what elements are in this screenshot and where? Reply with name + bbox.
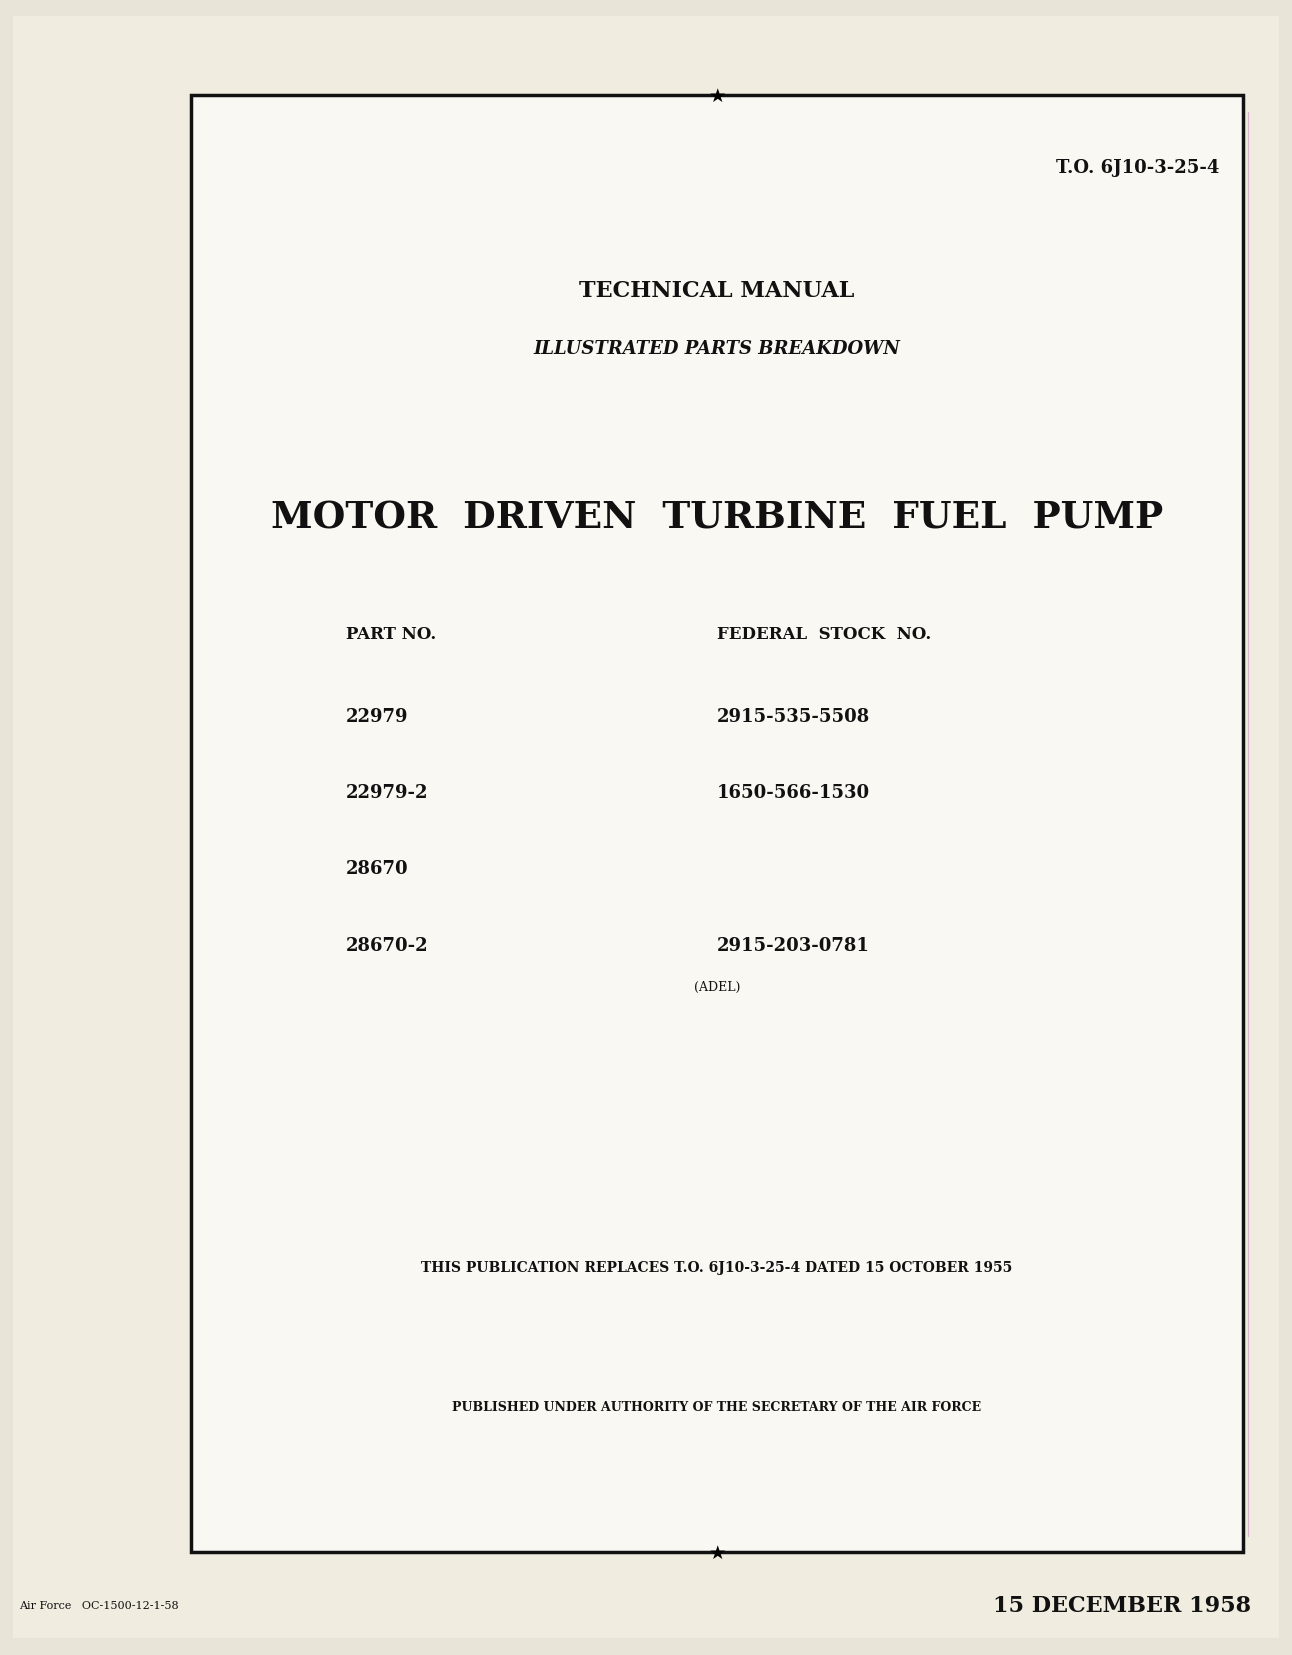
Text: (ADEL): (ADEL) (694, 980, 740, 993)
Text: THIS PUBLICATION REPLACES T.O. 6J10-3-25-4 DATED 15 OCTOBER 1955: THIS PUBLICATION REPLACES T.O. 6J10-3-25… (421, 1261, 1013, 1274)
Text: Air Force   OC-1500-12-1-58: Air Force OC-1500-12-1-58 (19, 1600, 180, 1610)
Text: 1650-566-1530: 1650-566-1530 (717, 784, 871, 801)
Text: 22979: 22979 (346, 708, 408, 725)
Text: MOTOR  DRIVEN  TURBINE  FUEL  PUMP: MOTOR DRIVEN TURBINE FUEL PUMP (271, 500, 1163, 536)
Text: 22979-2: 22979-2 (346, 784, 429, 801)
Text: FEDERAL  STOCK  NO.: FEDERAL STOCK NO. (717, 626, 932, 642)
Text: 15 DECEMBER 1958: 15 DECEMBER 1958 (992, 1594, 1251, 1617)
Text: ★: ★ (708, 1542, 726, 1562)
Text: ★: ★ (708, 86, 726, 106)
FancyBboxPatch shape (191, 96, 1243, 1552)
Text: ILLUSTRATED PARTS BREAKDOWN: ILLUSTRATED PARTS BREAKDOWN (534, 341, 901, 357)
Text: 2915-535-5508: 2915-535-5508 (717, 708, 871, 725)
Text: 2915-203-0781: 2915-203-0781 (717, 937, 870, 953)
Text: T.O. 6J10-3-25-4: T.O. 6J10-3-25-4 (1057, 159, 1220, 177)
Text: 28670: 28670 (346, 861, 408, 877)
Text: PART NO.: PART NO. (346, 626, 437, 642)
Text: PUBLISHED UNDER AUTHORITY OF THE SECRETARY OF THE AIR FORCE: PUBLISHED UNDER AUTHORITY OF THE SECRETA… (452, 1400, 982, 1413)
Text: 28670-2: 28670-2 (346, 937, 429, 953)
Text: TECHNICAL MANUAL: TECHNICAL MANUAL (579, 280, 855, 303)
FancyBboxPatch shape (13, 17, 1279, 1638)
